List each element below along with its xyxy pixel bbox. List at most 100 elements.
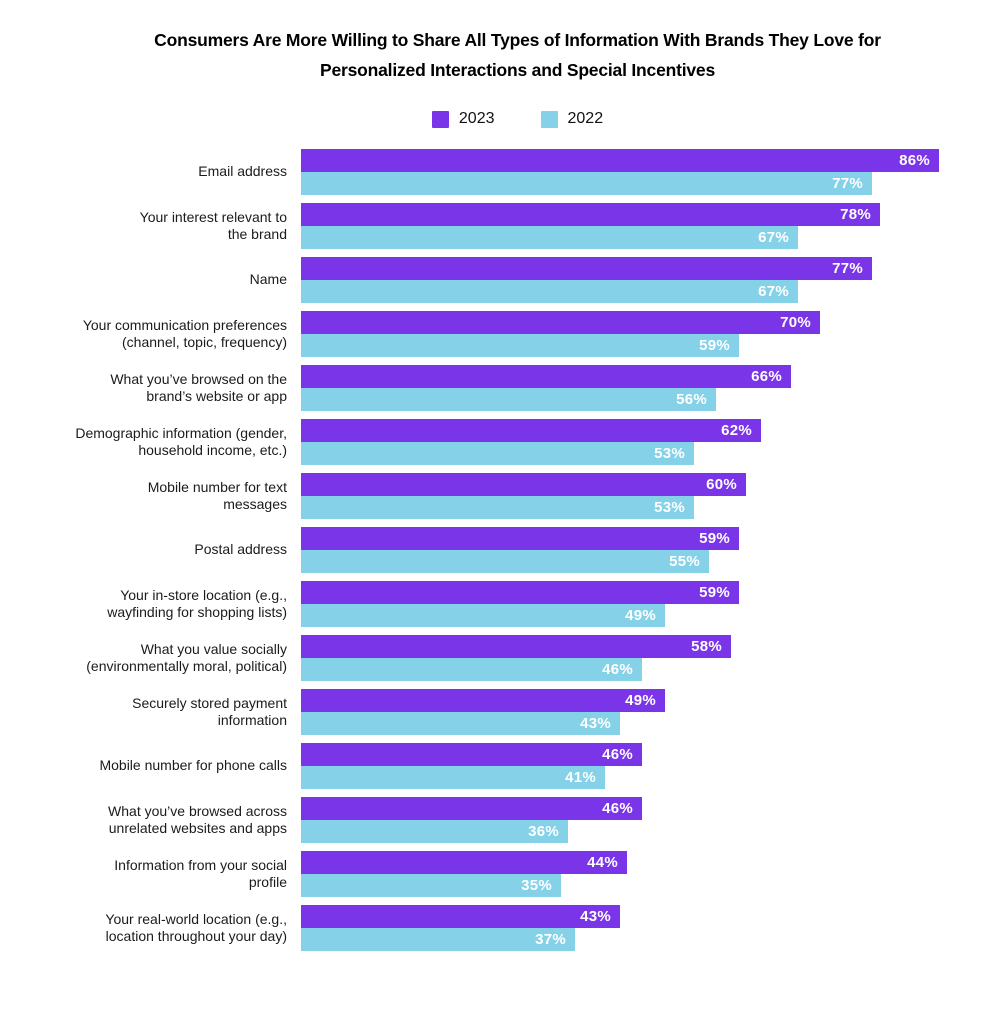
category-label: Securely stored payment information — [132, 694, 287, 729]
bar-2023: 59% — [301, 527, 739, 550]
bar-value-label-2023: 66% — [751, 368, 782, 385]
legend-item-2022: 2022 — [540, 110, 604, 128]
bar-2023: 66% — [301, 365, 791, 388]
bar-pair: 44% 35% — [301, 851, 627, 897]
bar-group: What you’ve browsed across unrelated web… — [35, 797, 987, 843]
bar-group: Mobile number for text messages 60% 53% — [35, 473, 987, 519]
bar-value-label-2023: 44% — [587, 854, 618, 871]
bar-2022: 56% — [301, 388, 716, 411]
bar-value-label-2022: 46% — [602, 661, 633, 678]
bar-group: Name 77% 67% — [35, 257, 987, 303]
bar-2022: 35% — [301, 874, 561, 897]
category-label: Email address — [198, 163, 287, 180]
category-label: What you value socially (environmentally… — [86, 640, 287, 675]
bar-2023: 43% — [301, 905, 620, 928]
bar-2022: 53% — [301, 442, 694, 465]
chart-legend: 2023 2022 — [24, 110, 987, 128]
bar-2023: 78% — [301, 203, 880, 226]
bar-2022: 55% — [301, 550, 709, 573]
bar-chart-plot-area: Email address 86% 77% Your interest rele… — [0, 149, 987, 951]
bar-value-label-2023: 77% — [832, 260, 863, 277]
bar-pair: 46% 36% — [301, 797, 642, 843]
bar-2022: 41% — [301, 766, 605, 789]
bar-pair: 86% 77% — [301, 149, 939, 195]
bar-2023: 86% — [301, 149, 939, 172]
bar-value-label-2022: 56% — [676, 391, 707, 408]
chart-title: Consumers Are More Willing to Share All … — [154, 30, 881, 80]
bar-pair: 43% 37% — [301, 905, 620, 951]
bar-2023: 46% — [301, 797, 642, 820]
bar-value-label-2023: 58% — [691, 638, 722, 655]
bar-2023: 46% — [301, 743, 642, 766]
legend-label-2022: 2022 — [567, 110, 604, 127]
bar-group: Postal address 59% 55% — [35, 527, 987, 573]
bar-2022: 46% — [301, 658, 642, 681]
bar-value-label-2022: 36% — [528, 823, 559, 840]
bar-pair: 46% 41% — [301, 743, 642, 789]
bar-2022: 59% — [301, 334, 739, 357]
category-label: Demographic information (gender, househo… — [75, 424, 287, 459]
bar-value-label-2022: 49% — [625, 607, 656, 624]
bar-pair: 62% 53% — [301, 419, 761, 465]
category-label: Your in-store location (e.g., wayfinding… — [107, 586, 287, 621]
bar-2023: 60% — [301, 473, 746, 496]
bar-2023: 44% — [301, 851, 627, 874]
bar-group: What you value socially (environmentally… — [35, 635, 987, 681]
bar-pair: 66% 56% — [301, 365, 791, 411]
bar-value-label-2023: 60% — [706, 476, 737, 493]
bar-value-label-2023: 46% — [602, 800, 633, 817]
bar-value-label-2023: 62% — [721, 422, 752, 439]
bar-2022: 77% — [301, 172, 872, 195]
bar-value-label-2022: 77% — [832, 175, 863, 192]
legend-swatch-2022 — [540, 110, 558, 128]
category-label: What you’ve browsed on the brand’s websi… — [110, 370, 287, 405]
bar-pair: 60% 53% — [301, 473, 746, 519]
bar-value-label-2023: 59% — [699, 530, 730, 547]
bar-2022: 49% — [301, 604, 665, 627]
bar-2022: 37% — [301, 928, 575, 951]
bar-group: Mobile number for phone calls 46% 41% — [35, 743, 987, 789]
bar-pair: 49% 43% — [301, 689, 665, 735]
bar-pair: 58% 46% — [301, 635, 731, 681]
category-label: Information from your social profile — [114, 856, 287, 891]
bar-group: Demographic information (gender, househo… — [35, 419, 987, 465]
bar-value-label-2022: 53% — [654, 445, 685, 462]
bar-pair: 77% 67% — [301, 257, 872, 303]
bar-2023: 58% — [301, 635, 731, 658]
bar-2023: 49% — [301, 689, 665, 712]
bar-2022: 67% — [301, 280, 798, 303]
category-label: Mobile number for phone calls — [99, 757, 287, 774]
bar-value-label-2022: 37% — [535, 931, 566, 948]
bar-pair: 59% 49% — [301, 581, 739, 627]
bar-2022: 53% — [301, 496, 694, 519]
bar-2023: 77% — [301, 257, 872, 280]
category-label: Your real-world location (e.g., location… — [105, 910, 287, 945]
bar-group: Email address 86% 77% — [35, 149, 987, 195]
bar-group: Securely stored payment information 49% … — [35, 689, 987, 735]
bar-pair: 78% 67% — [301, 203, 880, 249]
bar-group: Your in-store location (e.g., wayfinding… — [35, 581, 987, 627]
bar-2022: 36% — [301, 820, 568, 843]
bar-value-label-2022: 55% — [669, 553, 700, 570]
category-label: Your interest relevant to the brand — [139, 208, 287, 243]
bar-2023: 70% — [301, 311, 820, 334]
legend-label-2023: 2023 — [458, 110, 495, 127]
bar-value-label-2022: 35% — [521, 877, 552, 894]
bar-value-label-2023: 49% — [625, 692, 656, 709]
bar-value-label-2023: 86% — [899, 152, 930, 169]
bar-2023: 62% — [301, 419, 761, 442]
bar-group: Information from your social profile 44%… — [35, 851, 987, 897]
bar-value-label-2023: 43% — [580, 908, 611, 925]
bar-value-label-2023: 70% — [780, 314, 811, 331]
category-label: What you’ve browsed across unrelated web… — [108, 802, 287, 837]
bar-value-label-2022: 41% — [565, 769, 596, 786]
bar-pair: 59% 55% — [301, 527, 739, 573]
bar-value-label-2023: 78% — [840, 206, 871, 223]
bar-2022: 43% — [301, 712, 620, 735]
bar-value-label-2022: 43% — [580, 715, 611, 732]
bar-2022: 67% — [301, 226, 798, 249]
bar-value-label-2022: 67% — [758, 283, 789, 300]
legend-swatch-2023 — [431, 110, 449, 128]
bar-group: Your real-world location (e.g., location… — [35, 905, 987, 951]
